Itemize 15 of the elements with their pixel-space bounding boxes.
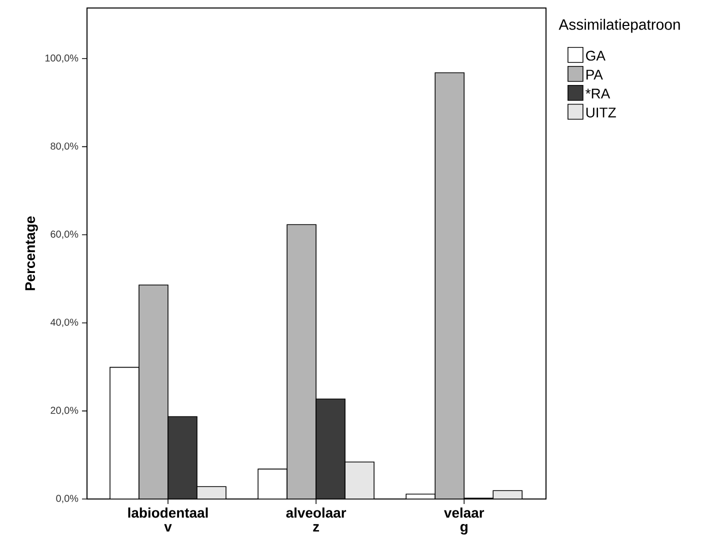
y-tick-label: 0,0%: [56, 494, 78, 504]
y-tick-label: 100,0%: [45, 54, 78, 63]
y-tick-label: 60,0%: [50, 230, 78, 239]
x-tick-label: velaar g: [444, 508, 484, 535]
legend-label: GA: [586, 50, 606, 61]
x-tick-label: labiodentaal v: [128, 508, 208, 532]
x-tick-label: alveolaar z: [286, 508, 346, 532]
y-tick-label: 40,0%: [50, 318, 78, 327]
y-tick-label: 20,0%: [50, 406, 78, 416]
y-axis-title: Percentage: [25, 216, 38, 290]
legend-label: *RA: [586, 88, 610, 98]
legend-label: PA: [586, 70, 603, 80]
legend-label: UITZ: [586, 108, 616, 118]
legend-title: Assimilatiepatroon: [558, 18, 680, 33]
y-tick-label: 80,0%: [50, 142, 78, 151]
